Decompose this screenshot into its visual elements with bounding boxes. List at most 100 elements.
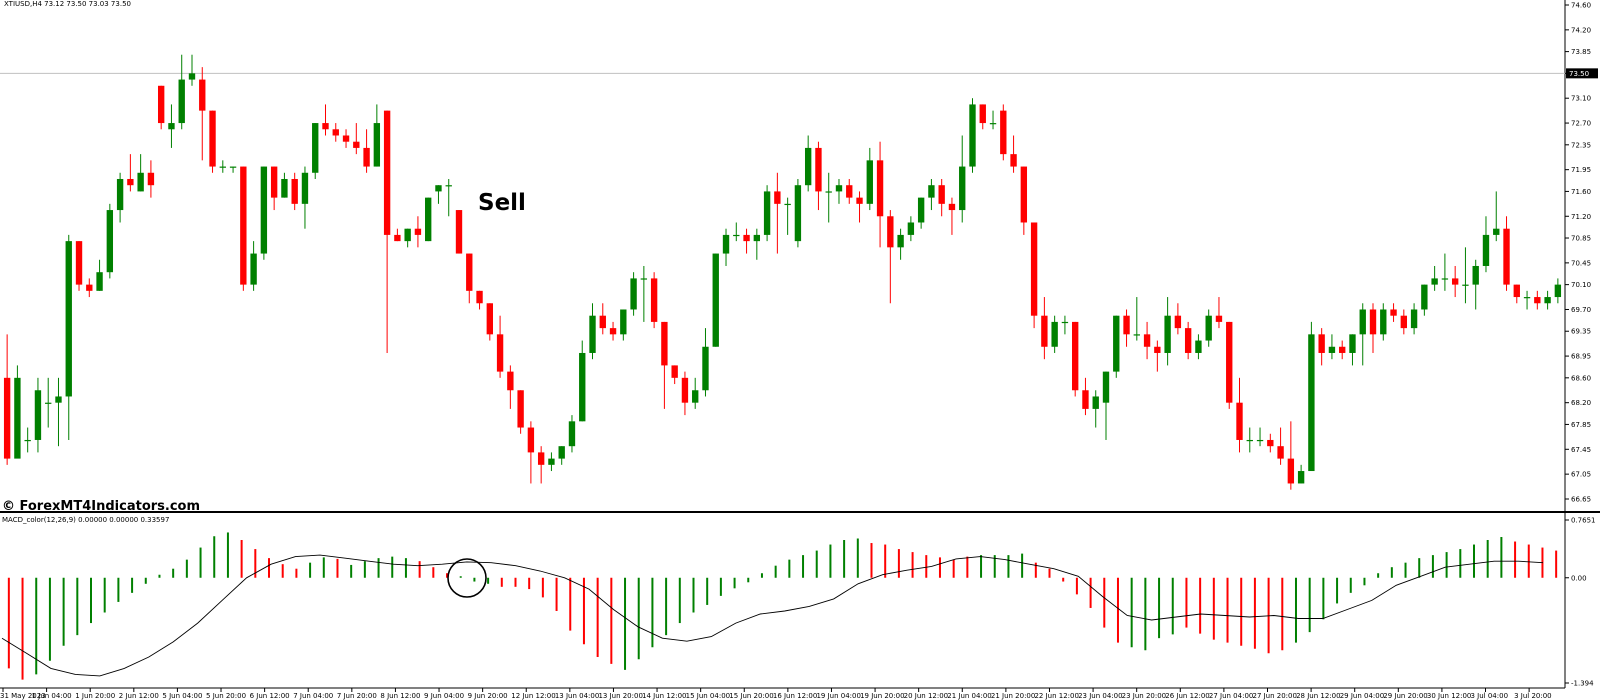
current-price-label: 73.50 [1569,70,1589,78]
time-tick-label: 21 Jun 20:00 [991,692,1035,700]
candle [712,253,719,347]
candle [3,334,11,465]
candle [394,228,401,242]
time-tick-label: 26 Jun 12:00 [1165,692,1209,700]
time-tick-label: 9 Jun 20:00 [468,692,508,700]
candle-body [733,234,740,237]
candle-body [496,334,504,372]
candle-body [804,147,812,186]
candle [250,241,257,291]
time-tick-label: 12 Jun 12:00 [511,692,555,700]
candle-body [1082,390,1089,409]
candle [240,166,247,291]
candle [579,340,586,422]
candle [650,272,658,329]
candle [774,172,781,254]
candle [568,415,576,453]
price-tick-label: 72.70 [1571,120,1591,128]
macd-tick-label: -1.394 [1571,680,1594,688]
candle [1113,315,1120,378]
price-tick-label: 67.85 [1571,421,1591,429]
time-tick-label: 29 Jun 20:00 [1383,692,1427,700]
candle-body [846,185,853,198]
candle [1174,303,1182,335]
candle-body [722,234,730,254]
candle-body [1544,297,1551,304]
candle-body [1441,278,1449,280]
candle-body [209,110,216,167]
candle-body [1339,346,1346,353]
candle-body [517,390,524,428]
candle [1010,135,1017,173]
candle [476,290,483,310]
candle-body [1482,234,1490,266]
candle-body [620,309,627,335]
candle [917,197,925,229]
time-tick-label: 30 Jun 12:00 [1427,692,1471,700]
candle-body [1451,278,1459,285]
time-tick-label: 1 Jun 04:00 [32,692,72,700]
symbol-header: XTIUSD,H4 73.12 73.50 73.03 73.50 [4,0,131,8]
candle-body [34,390,42,440]
candle [609,321,617,341]
time-tick-label: 20 Jun 12:00 [904,692,948,700]
candle-body [1123,315,1130,335]
candle-body [548,458,555,465]
candle-body [815,147,822,192]
candle [209,110,216,173]
candle-body [1328,346,1336,353]
macd-axis-ticks: 0.7651 0.00 -1.394 [1565,517,1596,688]
candle-body [414,228,422,235]
candle [661,321,668,409]
candle-body [332,129,339,136]
candle [1246,427,1253,453]
candle [989,110,997,130]
candle [1328,334,1336,360]
time-tick-label: 16 Jun 12:00 [773,692,817,700]
candle-body [1359,309,1366,335]
candle-body [1051,321,1058,347]
candle [137,154,144,192]
price-tick-label: 73.85 [1571,48,1591,56]
candle-body [188,73,196,80]
candle-body [917,197,925,223]
time-tick-label: 7 Jun 04:00 [293,692,333,700]
candle [1256,427,1264,447]
candle [178,54,185,130]
candle-body [486,303,493,335]
candle [1061,315,1069,335]
time-tick-label: 22 Jun 12:00 [1034,692,1078,700]
candle-body [558,446,565,459]
candle-body [835,185,843,192]
candle [445,178,452,217]
candle-body [1143,334,1151,347]
macd-panel[interactable]: MACD_color(12,26,9) 0.00000 0.00000 0.33… [1,513,1596,688]
price-panel[interactable]: 74.60 74.20 73.85 73.50 73.10 72.70 72.35 71.95… [0,0,1598,514]
candle-body [270,166,278,198]
candle-body [1092,396,1099,409]
candle-body [671,365,678,378]
candle-body [692,390,699,403]
candle-body [86,284,93,291]
candle-body [1462,284,1469,286]
candle [928,178,935,211]
candle [383,110,391,353]
candle-body [876,160,884,217]
candle [188,54,196,86]
time-tick-label: 5 Jun 20:00 [206,692,246,700]
candle-body [959,166,966,211]
candle-body [45,402,52,404]
candle-body [527,427,535,453]
sell-annotation: Sell [478,190,526,216]
candle [486,303,493,341]
candle-body [1256,439,1264,442]
candle [548,452,555,472]
candle [620,309,627,341]
time-tick-label: 27 Jun 20:00 [1252,692,1296,700]
candle [907,216,915,242]
candle [733,222,740,242]
candle [527,421,535,484]
candle-body [55,396,62,403]
